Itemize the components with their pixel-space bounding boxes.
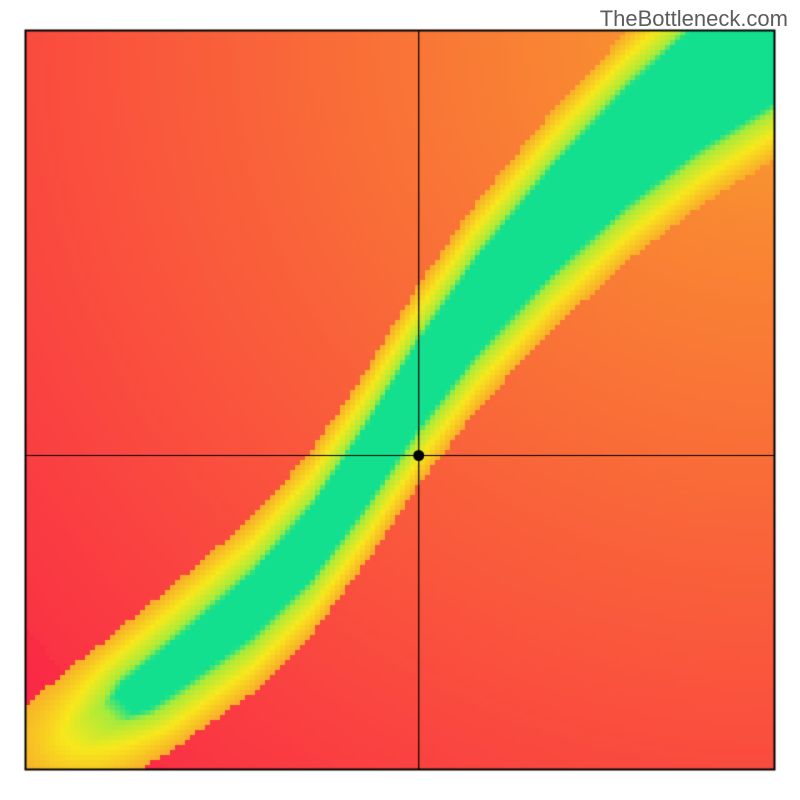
watermark-text: TheBottleneck.com: [600, 6, 788, 32]
heatmap-canvas: [0, 0, 800, 800]
chart-container: TheBottleneck.com: [0, 0, 800, 800]
